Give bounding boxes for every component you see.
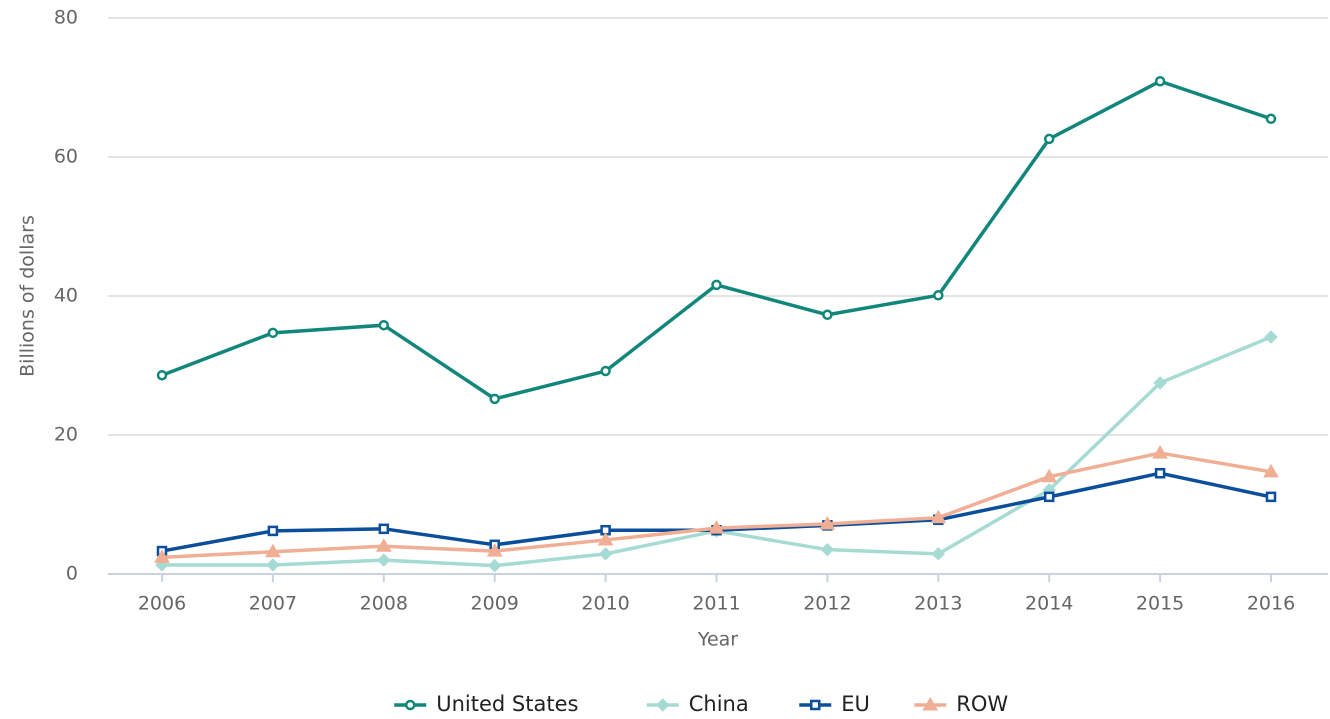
data-point — [375, 538, 392, 552]
data-point — [1263, 463, 1279, 478]
data-point — [267, 327, 279, 339]
x-axis-label: Year — [697, 629, 738, 651]
data-point — [711, 279, 722, 291]
data-point — [597, 531, 614, 546]
data-point — [154, 549, 170, 563]
data-point — [819, 515, 836, 530]
data-point — [1154, 75, 1166, 87]
y-tick-label: 0 — [66, 563, 78, 585]
data-point — [933, 290, 944, 301]
data-point — [931, 547, 946, 561]
legend-marker — [656, 698, 670, 712]
legend-label: EU — [841, 692, 870, 716]
data-point — [822, 309, 833, 321]
data-point — [708, 520, 725, 534]
series-line — [161, 79, 1272, 401]
y-tick-label: 60 — [54, 146, 78, 168]
legend-label: ROW — [956, 692, 1008, 716]
x-tick-label: 2008 — [360, 593, 408, 615]
series-line — [161, 471, 1272, 553]
data-point — [267, 525, 279, 537]
data-point — [1041, 468, 1058, 483]
legend-marker — [810, 699, 821, 711]
x-tick-label: 2016 — [1247, 593, 1295, 615]
data-point — [598, 547, 613, 561]
legend-label: China — [689, 692, 749, 716]
data-point — [486, 543, 503, 557]
data-point — [600, 365, 611, 377]
y-axis-label: Billions of dollars — [17, 215, 39, 377]
data-point — [489, 393, 500, 405]
x-tick-label: 2010 — [581, 593, 629, 615]
x-tick-label: 2006 — [138, 593, 186, 615]
data-point — [820, 542, 835, 557]
data-point — [377, 553, 391, 567]
x-tick-label: 2007 — [249, 593, 297, 615]
data-point — [1264, 330, 1278, 344]
y-tick-label: 40 — [54, 285, 78, 307]
data-point — [1154, 467, 1166, 479]
data-point — [487, 558, 502, 573]
data-point — [266, 558, 280, 572]
data-point — [378, 319, 390, 331]
y-tick-label: 80 — [54, 7, 78, 29]
legend-marker — [922, 697, 939, 711]
y-tick-label: 20 — [54, 424, 78, 446]
data-point — [1043, 133, 1055, 145]
data-point — [930, 509, 947, 524]
x-tick-label: 2011 — [692, 593, 740, 615]
data-point — [1265, 491, 1277, 503]
data-point — [378, 523, 390, 535]
data-point — [156, 369, 168, 381]
series-line — [161, 451, 1272, 560]
x-tick-label: 2009 — [471, 593, 519, 615]
data-point — [1043, 491, 1055, 503]
data-point — [265, 543, 281, 558]
legend-label: United States — [436, 692, 578, 716]
data-point — [1265, 113, 1277, 125]
data-point — [1152, 445, 1168, 459]
x-tick-label: 2012 — [803, 593, 851, 615]
x-tick-label: 2013 — [914, 593, 962, 615]
x-tick-label: 2014 — [1025, 593, 1073, 615]
legend-marker — [405, 699, 416, 711]
data-point — [1153, 376, 1167, 390]
x-tick-label: 2015 — [1136, 593, 1184, 615]
